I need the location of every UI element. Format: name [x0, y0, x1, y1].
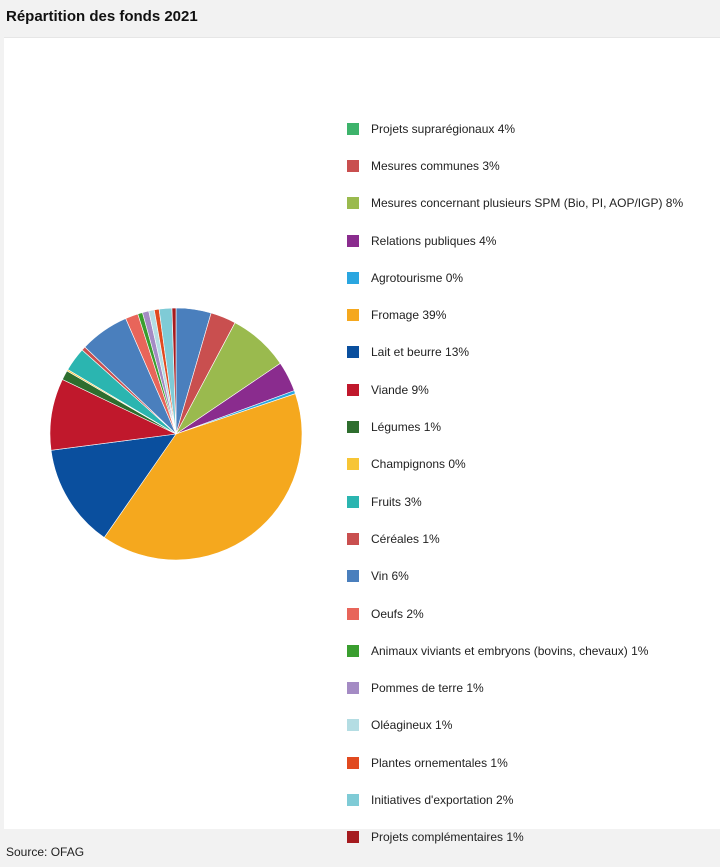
legend-label: Légumes 1%	[371, 420, 442, 435]
chart-title: Répartition des fonds 2021	[6, 8, 198, 25]
legend-item: Projets complémentaires 1%	[347, 819, 683, 856]
legend-swatch	[347, 682, 359, 695]
pie-chart	[49, 307, 303, 561]
legend-label: Relations publiques 4%	[371, 233, 497, 248]
legend-label: Champignons 0%	[371, 457, 466, 472]
legend-label: Mesures communes 3%	[371, 158, 500, 173]
legend-item: Mesures communes 3%	[347, 147, 683, 184]
legend-swatch	[347, 122, 359, 135]
legend-item: Champignons 0%	[347, 446, 683, 483]
legend-item: Oléagineux 1%	[347, 707, 683, 744]
chart-legend: Projets suprarégionaux 4% Mesures commune…	[347, 110, 683, 856]
page-footer-background	[0, 828, 720, 867]
legend-label: Fruits 3%	[371, 494, 422, 509]
legend-label: Céréales 1%	[371, 531, 440, 546]
legend-swatch	[347, 159, 359, 172]
legend-item: Fruits 3%	[347, 483, 683, 520]
legend-swatch	[347, 271, 359, 284]
legend-label: Agrotourisme 0%	[371, 270, 464, 285]
legend-label: Oeufs 2%	[371, 606, 424, 621]
legend-label: Viande 9%	[371, 382, 429, 397]
legend-label: Pommes de terre 1%	[371, 681, 484, 696]
legend-swatch	[347, 756, 359, 769]
legend-label: Plantes ornementales 1%	[371, 755, 508, 770]
legend-swatch	[347, 234, 359, 247]
legend-swatch	[347, 197, 359, 210]
legend-label: Initiatives d'exportation 2%	[371, 792, 514, 807]
legend-label: Projets complémentaires 1%	[371, 830, 524, 845]
legend-swatch	[347, 458, 359, 471]
legend-swatch	[347, 719, 359, 732]
chart-panel: Projets suprarégionaux 4% Mesures commune…	[4, 37, 720, 844]
legend-swatch	[347, 831, 359, 844]
legend-label: Fromage 39%	[371, 308, 447, 323]
pie-slice	[103, 393, 303, 561]
legend-item: Animaux viviants et embryons (bovins, ch…	[347, 632, 683, 669]
legend-label: Projets suprarégionaux 4%	[371, 121, 516, 136]
legend-item: Vin 6%	[347, 558, 683, 595]
legend-swatch	[347, 309, 359, 322]
legend-item: Légumes 1%	[347, 408, 683, 445]
legend-item: Relations publiques 4%	[347, 222, 683, 259]
legend-label: Lait et beurre 13%	[371, 345, 470, 360]
pie-slice	[171, 307, 177, 435]
legend-label: Animaux viviants et embryons (bovins, ch…	[371, 643, 649, 658]
legend-item: Oeufs 2%	[347, 595, 683, 632]
legend-label: Mesures concernant plusieurs SPM (Bio, P…	[371, 196, 684, 211]
legend-label: Vin 6%	[371, 569, 409, 584]
legend-swatch	[347, 532, 359, 545]
legend-item: Viande 9%	[347, 371, 683, 408]
legend-swatch	[347, 644, 359, 657]
legend-item: Céréales 1%	[347, 520, 683, 557]
legend-item: Lait et beurre 13%	[347, 334, 683, 371]
legend-swatch	[347, 346, 359, 359]
legend-swatch	[347, 383, 359, 396]
legend-item: Mesures concernant plusieurs SPM (Bio, P…	[347, 185, 683, 222]
page-left-margin	[0, 37, 4, 867]
source-note: Source: OFAG	[6, 845, 85, 859]
legend-item: Projets suprarégionaux 4%	[347, 110, 683, 147]
legend-item: Fromage 39%	[347, 296, 683, 333]
legend-swatch	[347, 793, 359, 806]
legend-swatch	[347, 495, 359, 508]
legend-swatch	[347, 607, 359, 620]
legend-item: Initiatives d'exportation 2%	[347, 781, 683, 818]
legend-swatch	[347, 421, 359, 434]
legend-label: Oléagineux 1%	[371, 718, 453, 733]
legend-item: Plantes ornementales 1%	[347, 744, 683, 781]
legend-item: Pommes de terre 1%	[347, 669, 683, 706]
legend-swatch	[347, 570, 359, 583]
pie-slice	[50, 433, 177, 538]
legend-item: Agrotourisme 0%	[347, 259, 683, 296]
page-header-background	[0, 0, 720, 37]
